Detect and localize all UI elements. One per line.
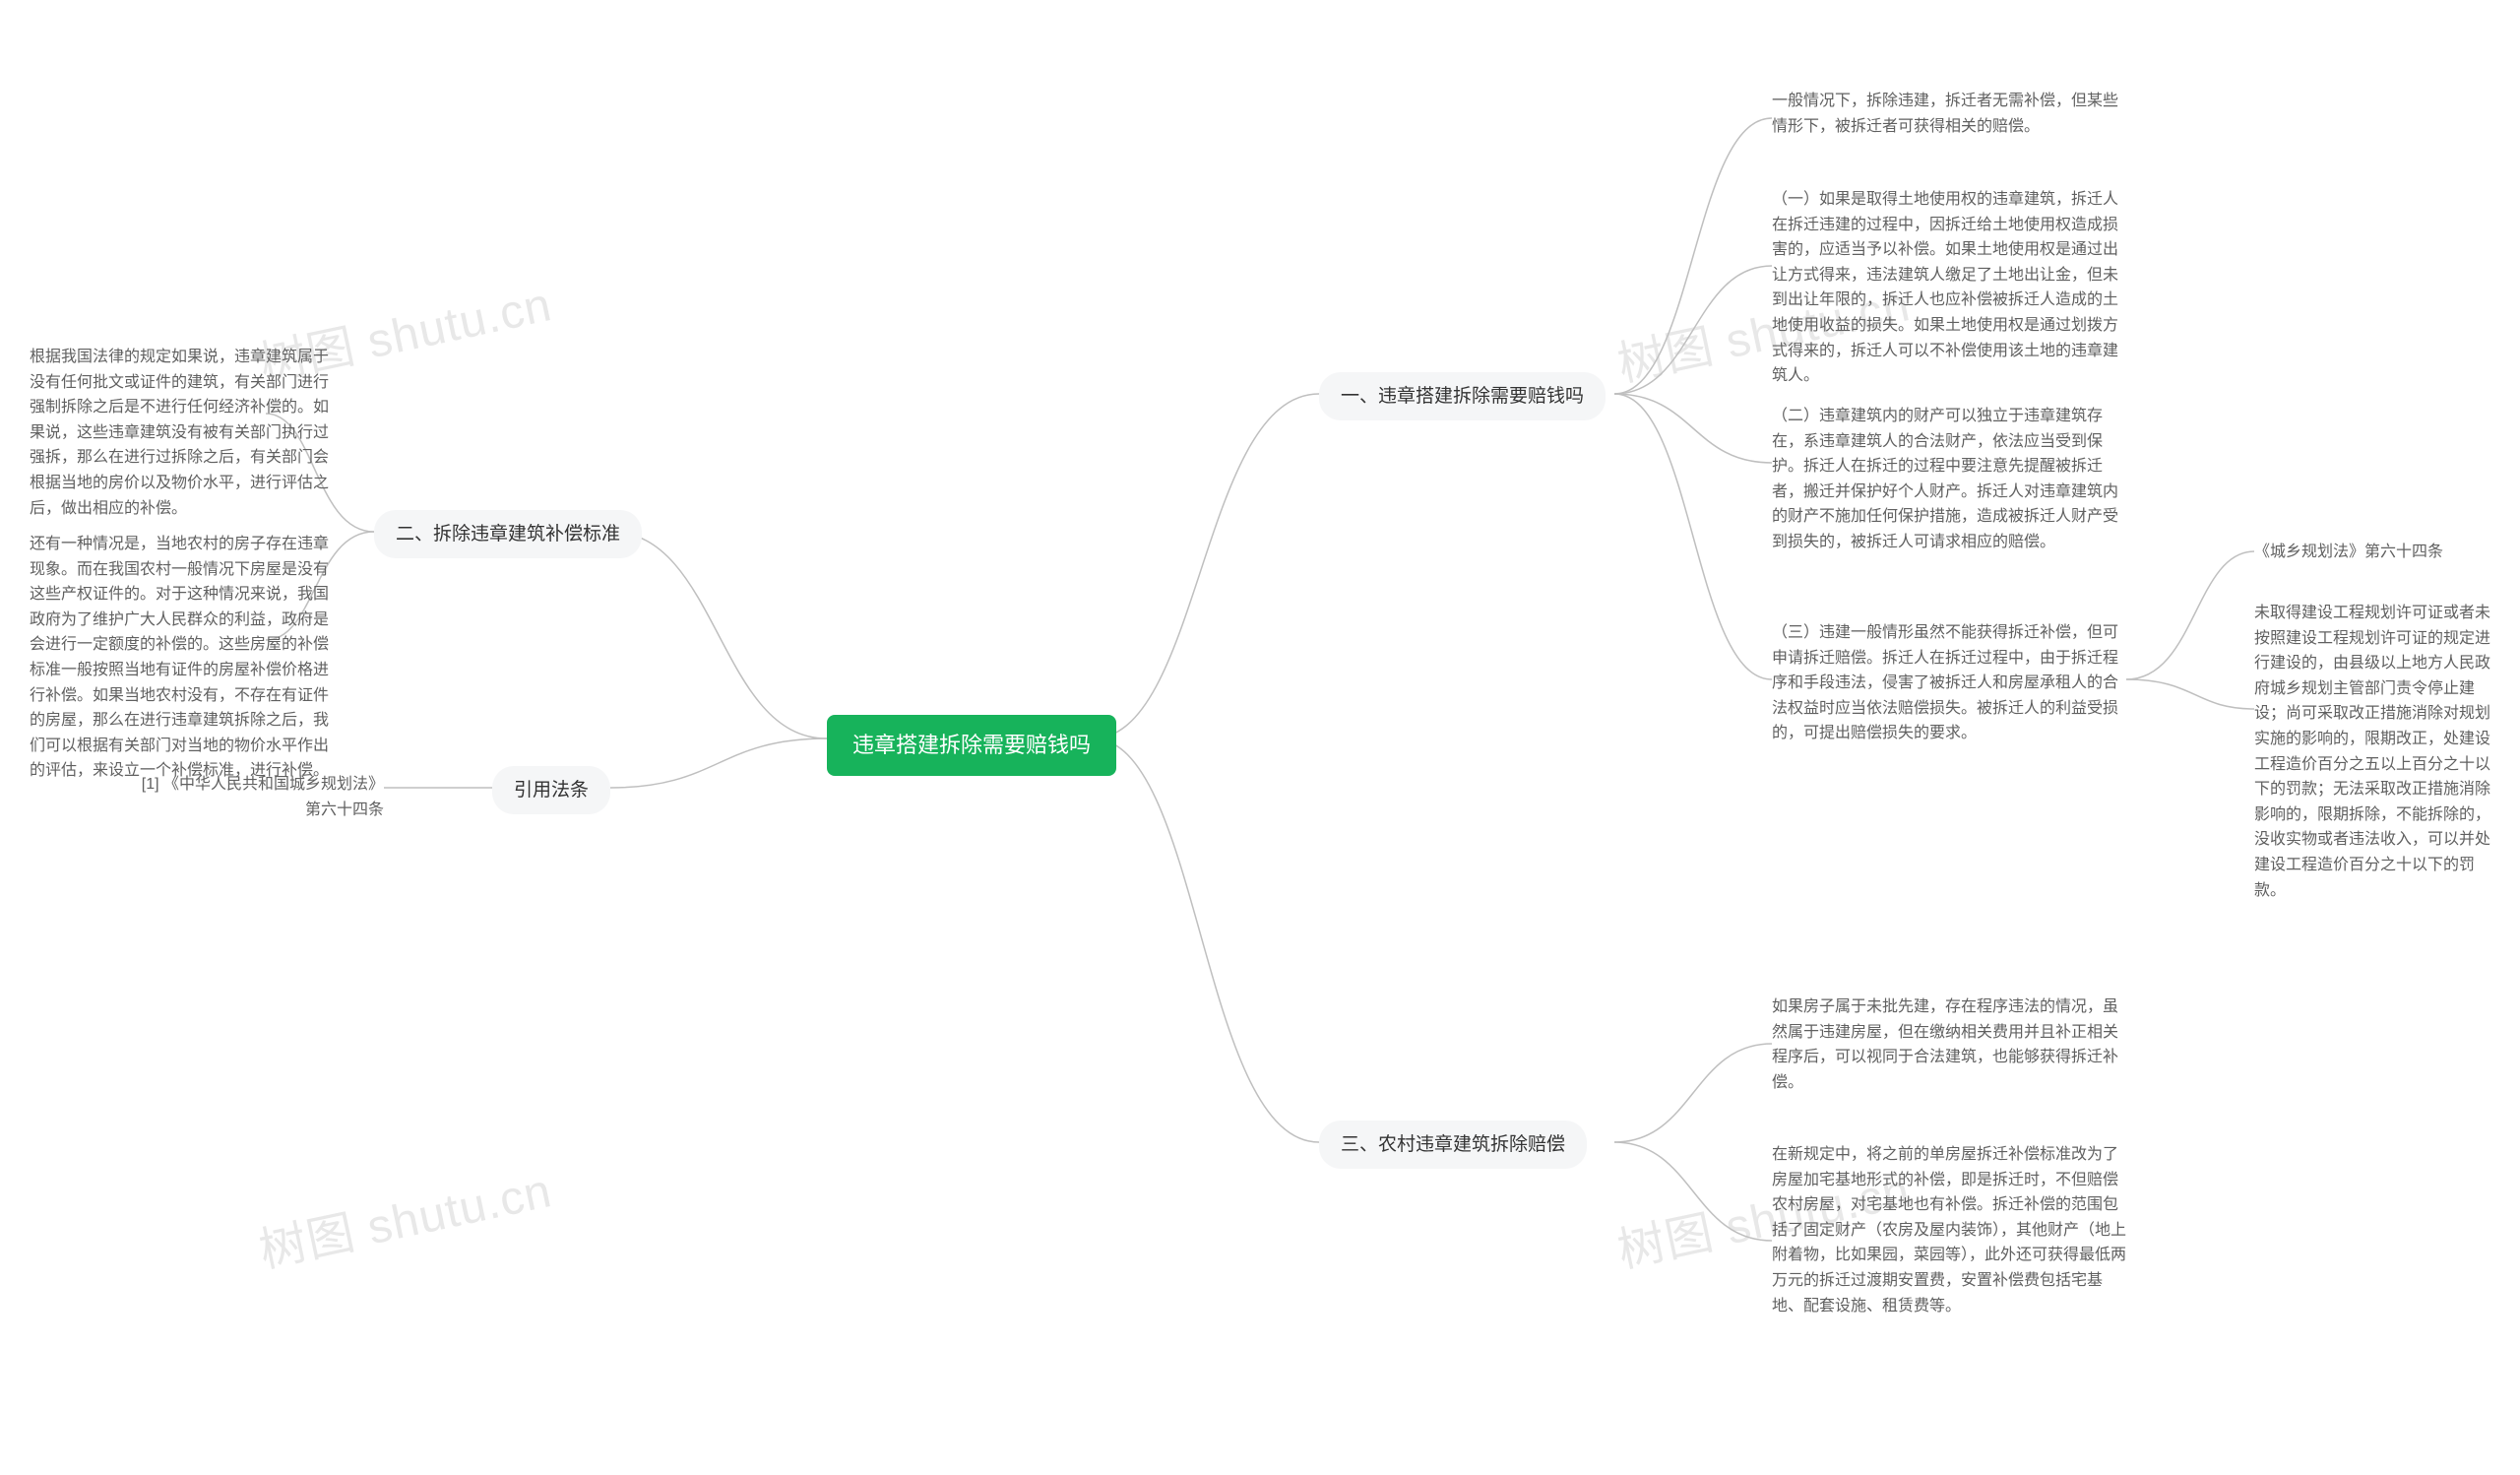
- branch-1-leaf-4-sub-title: 《城乡规划法》第六十四条: [2254, 540, 2490, 565]
- branch-2[interactable]: 二、拆除违章建筑补偿标准: [374, 510, 642, 558]
- watermark: 树图 shutu.cn: [252, 1151, 557, 1280]
- branch-law[interactable]: 引用法条: [492, 766, 610, 814]
- branch-law-leaf-1: [1] 《中华人民共和国城乡规划法》第六十四条: [128, 772, 384, 822]
- branch-1-leaf-2: （一）如果是取得土地使用权的违章建筑，拆迁人在拆迁违建的过程中，因拆迁给土地使用…: [1772, 187, 2126, 389]
- branch-1[interactable]: 一、违章搭建拆除需要赔钱吗: [1319, 372, 1606, 420]
- branch-3-leaf-2: 在新规定中，将之前的单房屋拆迁补偿标准改为了房屋加宅基地形式的补偿，即是拆迁时，…: [1772, 1142, 2126, 1318]
- branch-1-leaf-1: 一般情况下，拆除违建，拆迁者无需补偿，但某些情形下，被拆迁者可获得相关的赔偿。: [1772, 89, 2126, 139]
- mindmap-connectors: [0, 0, 2520, 1475]
- branch-3-leaf-1: 如果房子属于未批先建，存在程序违法的情况，虽然属于违建房屋，但在缴纳相关费用并且…: [1772, 994, 2126, 1095]
- branch-2-leaf-1: 根据我国法律的规定如果说，违章建筑属于没有任何批文或证件的建筑，有关部门进行强制…: [30, 345, 335, 521]
- branch-1-leaf-3: （二）违章建筑内的财产可以独立于违章建筑存在，系违章建筑人的合法财产，依法应当受…: [1772, 404, 2126, 555]
- branch-1-leaf-4-sub-body: 未取得建设工程规划许可证或者未按照建设工程规划许可证的规定进行建设的，由县级以上…: [2254, 601, 2500, 903]
- branch-2-leaf-2: 还有一种情况是，当地农村的房子存在违章现象。而在我国农村一般情况下房屋是没有这些…: [30, 532, 335, 784]
- branch-1-leaf-4: （三）违建一般情形虽然不能获得拆迁补偿，但可申请拆迁赔偿。拆迁人在拆迁过程中，由…: [1772, 620, 2126, 746]
- branch-3[interactable]: 三、农村违章建筑拆除赔偿: [1319, 1121, 1587, 1169]
- root-node[interactable]: 违章搭建拆除需要赔钱吗: [827, 715, 1116, 776]
